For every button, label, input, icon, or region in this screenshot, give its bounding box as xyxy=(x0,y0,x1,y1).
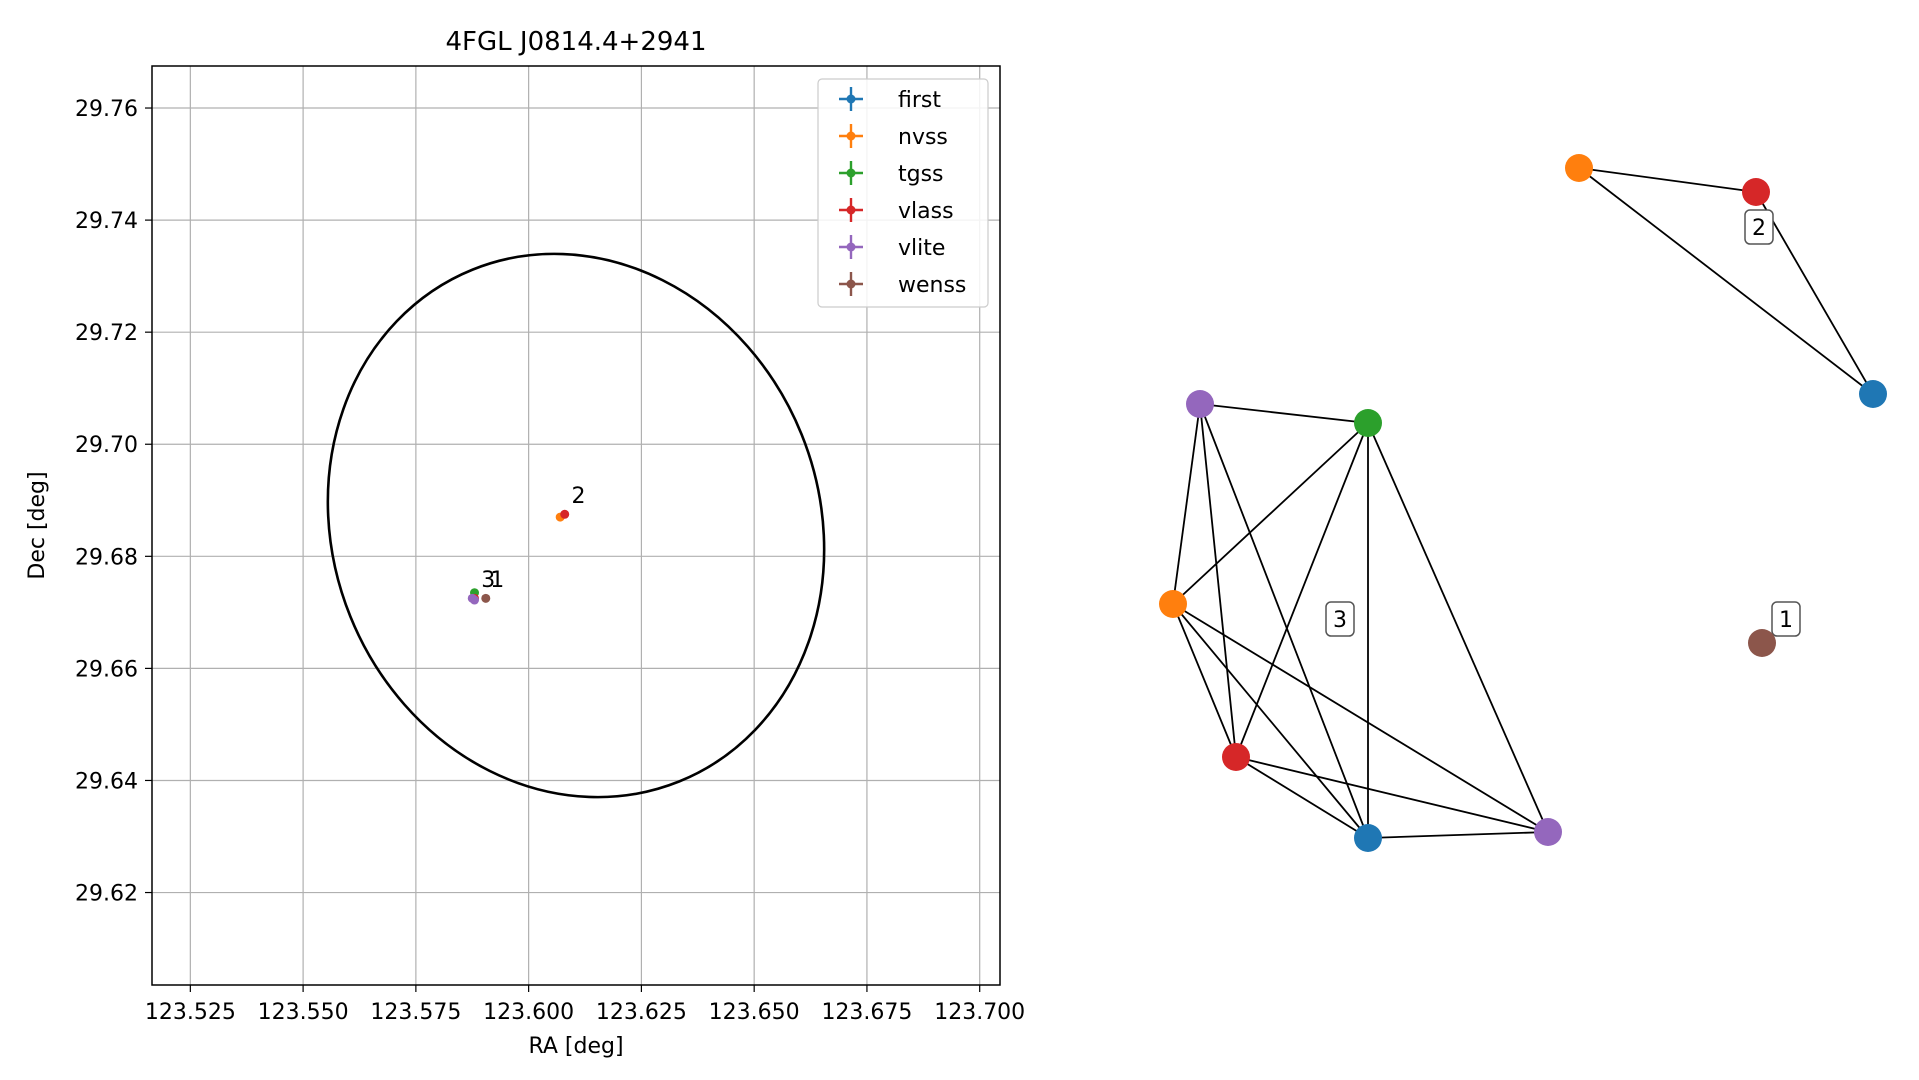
graph-edge xyxy=(1172,603,1237,758)
graph-node xyxy=(1565,154,1593,182)
chart-title: 4FGL J0814.4+2941 xyxy=(446,27,707,57)
legend-marker-dot xyxy=(846,279,856,289)
group-label-box xyxy=(1744,209,1774,245)
graph-edge xyxy=(1235,422,1369,758)
x-tick-label: 123.675 xyxy=(821,1000,912,1025)
legend-marker-dot xyxy=(846,168,856,178)
plot-frame xyxy=(151,65,1001,986)
y-axis-label: Dec [deg] xyxy=(25,471,50,579)
graph-node xyxy=(1186,390,1214,418)
group-label-box xyxy=(1771,601,1801,637)
x-tick-label: 123.600 xyxy=(483,1000,574,1025)
x-tick-label: 123.550 xyxy=(258,1000,349,1025)
graph-node xyxy=(1354,824,1382,852)
graph-edge xyxy=(1172,603,1369,839)
group-label: 3 xyxy=(1333,608,1347,633)
legend: first nvss tgss vlass vlite wenss xyxy=(817,78,989,308)
y-tick-label: 29.72 xyxy=(75,321,138,346)
x-tick-label: 123.625 xyxy=(596,1000,687,1025)
graph-edge xyxy=(1199,403,1369,839)
x-tick-label: 123.650 xyxy=(709,1000,800,1025)
y-tick-label: 29.76 xyxy=(75,97,138,122)
group-label: 1 xyxy=(1779,608,1793,633)
graph-group-labels: 2 3 1 xyxy=(1325,209,1801,637)
legend-label-tgss: tgss xyxy=(898,162,944,187)
graph-edge xyxy=(1235,756,1549,833)
graph-node xyxy=(1159,590,1187,618)
graph-node xyxy=(1354,409,1382,437)
y-tick-label: 29.66 xyxy=(75,657,138,682)
data-point-wenss xyxy=(481,593,491,603)
y-tick-label: 29.70 xyxy=(75,433,138,458)
error-ellipse xyxy=(326,252,826,799)
legend-label-nvss: nvss xyxy=(898,125,948,150)
group-label-box xyxy=(1325,601,1355,637)
point-annotation: 3 xyxy=(481,568,495,593)
x-tick-label: 123.525 xyxy=(145,1000,236,1025)
y-tick-label: 29.68 xyxy=(75,545,138,570)
graph-node xyxy=(1222,743,1250,771)
graph-edge xyxy=(1578,167,1757,193)
graph-edge xyxy=(1199,403,1237,758)
data-point-vlite xyxy=(467,593,477,603)
graph-node xyxy=(1534,818,1562,846)
point-annotations: 2 31 xyxy=(481,484,585,593)
legend-label-wenss: wenss xyxy=(898,273,966,298)
y-tick-label: 29.64 xyxy=(75,769,138,794)
graph-edge xyxy=(1755,191,1874,395)
x-axis-ticks: 123.525 123.550 123.575 123.600 123.625 123.6… xyxy=(145,985,1025,1025)
network-graph: 2 3 1 xyxy=(1159,154,1887,852)
graph-edge xyxy=(1172,403,1201,605)
legend-marker-dot xyxy=(846,205,856,215)
graph-node xyxy=(1742,178,1770,206)
point-annotation: 1 xyxy=(490,568,504,593)
graph-edge xyxy=(1235,756,1369,839)
legend-marker-dot xyxy=(846,94,856,104)
scatter-plot: 231 123.525 123.550 123.575 123.600 123.625 1… xyxy=(25,27,1025,1059)
data-points-layer xyxy=(467,509,570,605)
x-tick-label: 123.700 xyxy=(934,1000,1025,1025)
graph-edge xyxy=(1199,403,1369,424)
legend-marker-dot xyxy=(846,131,856,141)
legend-label-vlite: vlite xyxy=(898,236,945,261)
y-axis-ticks: 29.62 29.64 29.66 29.68 29.70 29.72 29.74 29.76 xyxy=(75,97,152,907)
point-annotation: 2 xyxy=(571,484,585,509)
graph-edges xyxy=(1172,167,1874,839)
graph-node xyxy=(1748,629,1776,657)
graph-edge xyxy=(1367,831,1549,839)
x-tick-label: 123.575 xyxy=(370,1000,461,1025)
graph-edge xyxy=(1172,422,1369,605)
graph-edge xyxy=(1578,167,1874,395)
legend-label-first: first xyxy=(898,88,941,113)
legend-marker-dot xyxy=(846,242,856,252)
y-tick-label: 29.74 xyxy=(75,209,138,234)
group-label: 2 xyxy=(1752,216,1766,241)
error-ellipse-layer xyxy=(326,252,826,799)
x-axis-label: RA [deg] xyxy=(528,1034,623,1059)
legend-label-vlass: vlass xyxy=(898,199,954,224)
graph-node xyxy=(1859,380,1887,408)
graph-edge xyxy=(1367,422,1549,833)
y-tick-label: 29.62 xyxy=(75,882,138,907)
graph-nodes xyxy=(1159,154,1887,852)
data-point-vlass xyxy=(560,509,570,519)
graph-edge xyxy=(1172,603,1549,833)
